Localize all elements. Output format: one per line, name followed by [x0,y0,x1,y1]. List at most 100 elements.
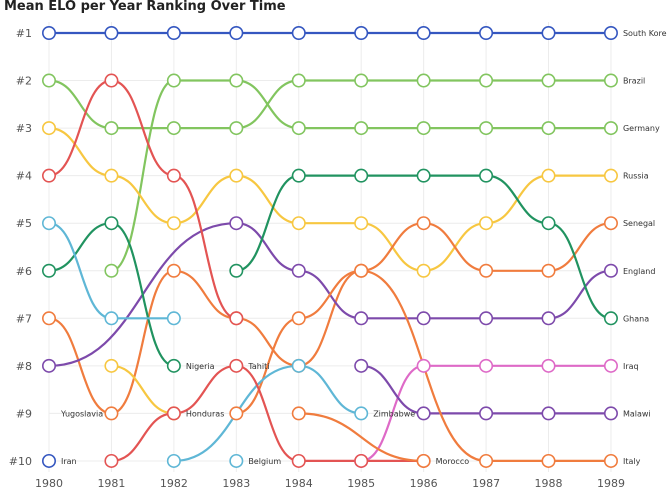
point-ghana[interactable] [603,311,618,326]
point-brazil[interactable] [291,73,306,88]
point-germany[interactable] [354,121,369,136]
point-iraq[interactable] [541,358,556,373]
point-germany[interactable] [416,121,431,136]
point-germany[interactable] [166,73,181,88]
point-russia[interactable] [479,216,494,231]
point-ghana[interactable] [354,168,369,183]
point-morocco[interactable] [166,406,181,421]
point-senegal[interactable] [541,263,556,278]
point-ghana[interactable] [479,168,494,183]
point-tahiti[interactable] [104,73,119,88]
point-south-korea[interactable] [541,25,556,40]
point-russia[interactable] [229,168,244,183]
point-brazil[interactable] [104,121,119,136]
point-nigeria[interactable] [166,358,181,373]
point-senegal[interactable] [166,263,181,278]
point-south-korea[interactable] [479,25,494,40]
point-yugoslavia[interactable] [166,311,181,326]
point-brazil[interactable] [354,73,369,88]
point-germany[interactable] [291,121,306,136]
point-brazil[interactable] [41,73,56,88]
point-brazil[interactable] [416,73,431,88]
point-malawi[interactable] [541,406,556,421]
point-malawi[interactable] [479,406,494,421]
point-brazil[interactable] [603,73,618,88]
point-south-korea[interactable] [603,25,618,40]
point-germany[interactable] [603,121,618,136]
point-senegal[interactable] [104,406,119,421]
point-malawi[interactable] [416,406,431,421]
point-england[interactable] [291,263,306,278]
point-senegal[interactable] [416,216,431,231]
point-honduras[interactable] [104,358,119,373]
point-england[interactable] [416,311,431,326]
point-england[interactable] [479,311,494,326]
point-senegal[interactable] [41,311,56,326]
point-belgium[interactable] [229,453,244,468]
point-england[interactable] [41,358,56,373]
point-senegal[interactable] [479,263,494,278]
point-tahiti[interactable] [166,168,181,183]
point-zimbabwe[interactable] [291,358,306,373]
point-south-korea[interactable] [166,25,181,40]
point-iraq[interactable] [416,358,431,373]
point-yugoslavia[interactable] [104,311,119,326]
point-tahiti[interactable] [41,168,56,183]
point-malawi[interactable] [354,358,369,373]
point-england[interactable] [229,216,244,231]
point-morocco-tail[interactable] [291,406,306,421]
point-iran[interactable] [41,453,56,468]
point-morocco-tail[interactable] [416,453,431,468]
point-senegal[interactable] [603,216,618,231]
point-ghana[interactable] [541,216,556,231]
point-russia[interactable] [291,216,306,231]
point-england[interactable] [603,263,618,278]
point-russia[interactable] [416,263,431,278]
point-ghana[interactable] [229,263,244,278]
point-tahiti[interactable] [229,311,244,326]
point-morocco[interactable] [291,453,306,468]
point-italy[interactable] [541,453,556,468]
point-south-korea[interactable] [104,25,119,40]
point-south-korea[interactable] [229,25,244,40]
point-brazil[interactable] [229,121,244,136]
point-south-korea[interactable] [416,25,431,40]
point-yugoslavia[interactable] [41,216,56,231]
point-germany[interactable] [479,121,494,136]
point-nigeria[interactable] [41,263,56,278]
point-germany[interactable] [541,121,556,136]
point-zimbabwe[interactable] [354,406,369,421]
point-england[interactable] [541,311,556,326]
point-malawi[interactable] [603,406,618,421]
point-ghana[interactable] [416,168,431,183]
point-russia[interactable] [104,168,119,183]
point-morocco[interactable] [354,453,369,468]
point-morocco[interactable] [104,453,119,468]
point-iraq[interactable] [479,358,494,373]
point-nigeria[interactable] [104,216,119,231]
point-iraq[interactable] [603,358,618,373]
point-zimbabwe[interactable] [166,453,181,468]
point-brazil[interactable] [166,121,181,136]
point-morocco[interactable] [229,358,244,373]
point-germany[interactable] [229,73,244,88]
point-italy[interactable] [603,453,618,468]
point-italy[interactable] [479,453,494,468]
inline-label-nigeria: Nigeria [186,362,215,371]
point-italy[interactable] [229,406,244,421]
point-brazil[interactable] [541,73,556,88]
point-russia[interactable] [354,216,369,231]
point-russia[interactable] [541,168,556,183]
point-russia[interactable] [603,168,618,183]
point-italy[interactable] [291,311,306,326]
point-south-korea[interactable] [354,25,369,40]
point-brazil[interactable] [479,73,494,88]
point-england[interactable] [354,311,369,326]
point-south-korea[interactable] [291,25,306,40]
point-russia[interactable] [41,121,56,136]
point-ghana[interactable] [291,168,306,183]
point-italy[interactable] [354,263,369,278]
point-russia[interactable] [166,216,181,231]
point-germany[interactable] [104,263,119,278]
point-south-korea[interactable] [41,25,56,40]
